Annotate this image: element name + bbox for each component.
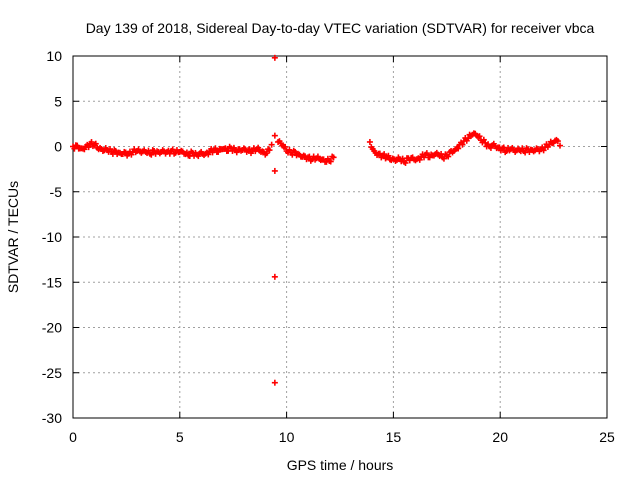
x-tick-label: 5: [176, 429, 184, 445]
y-tick-label: 10: [46, 48, 62, 64]
axis-ticks: [72, 55, 608, 419]
data-point: [366, 138, 373, 145]
data-point: [271, 132, 278, 139]
x-axis-label: GPS time / hours: [287, 457, 394, 473]
data-point-fill: [205, 151, 212, 158]
data-point-fill: [286, 146, 293, 153]
data-point-fill: [381, 151, 388, 158]
x-tick-labels: 0 5 10 15 20 25: [69, 429, 615, 445]
data-point: [554, 138, 561, 145]
data-point-fill: [282, 143, 289, 150]
data-point-fill: [229, 147, 236, 154]
y-tick-label: 0: [54, 139, 62, 155]
data-point-fill: [263, 150, 270, 157]
data-point-fill: [423, 150, 430, 157]
data-point-fill: [92, 140, 99, 147]
y-tick-labels: 10 5 0 -5 -10 -15 -20 -25 -30: [42, 48, 62, 426]
x-tick-label: 25: [599, 429, 615, 445]
data-point-fill: [445, 153, 452, 160]
data-point: [271, 273, 278, 280]
data-point-fill: [455, 145, 462, 152]
x-tick-label: 0: [69, 429, 77, 445]
chart-title: Day 139 of 2018, Sidereal Day-to-day VTE…: [86, 20, 595, 36]
data-point: [271, 54, 278, 61]
x-tick-label: 20: [492, 429, 508, 445]
data-point-fill: [416, 156, 423, 163]
y-tick-label: -15: [42, 274, 62, 290]
y-tick-label: 5: [54, 93, 62, 109]
data-point: [271, 167, 278, 174]
y-tick-label: -30: [42, 410, 62, 426]
y-tick-label: -5: [50, 184, 63, 200]
data-point-fill: [440, 155, 447, 162]
data-point-fill: [402, 159, 409, 166]
data-point-fill: [385, 152, 392, 159]
data-point-fill: [459, 141, 466, 148]
y-tick-label: -20: [42, 320, 62, 336]
data-point: [330, 154, 337, 161]
data-point-fill: [148, 151, 155, 158]
data-point-fill: [183, 149, 190, 156]
data-point-fill: [255, 144, 262, 151]
data-point: [74, 142, 81, 149]
data-point-fill: [476, 133, 483, 140]
data-point: [557, 142, 564, 149]
series-points: [70, 54, 564, 386]
y-tick-label: -25: [42, 365, 62, 381]
data-point: [271, 379, 278, 386]
data-point-fill: [327, 158, 334, 165]
y-axis-label: SDTVAR / TECUs: [5, 181, 21, 293]
x-tick-label: 15: [386, 429, 402, 445]
data-point: [266, 147, 273, 154]
data-point: [268, 141, 275, 148]
y-tick-label: -10: [42, 229, 62, 245]
grid: [73, 56, 607, 418]
data-point-fill: [85, 144, 92, 151]
x-tick-label: 10: [279, 429, 295, 445]
data-point-fill: [480, 136, 487, 143]
